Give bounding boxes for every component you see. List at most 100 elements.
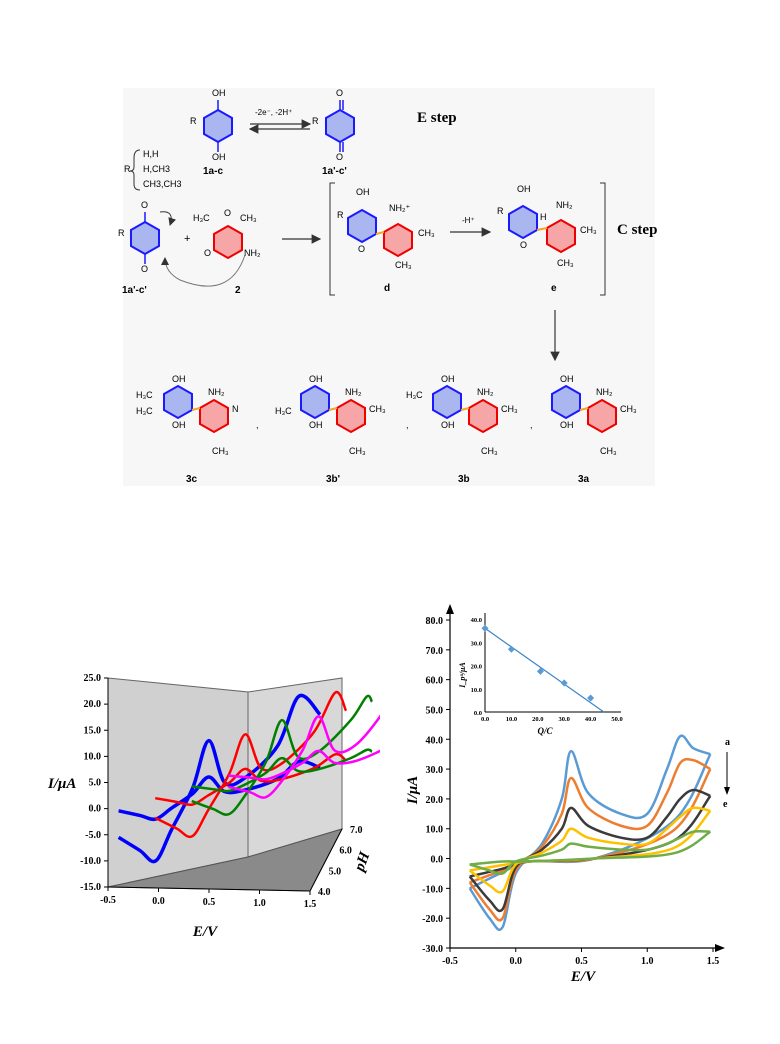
- product-3c: [163, 384, 229, 434]
- atom-r: R: [312, 116, 319, 126]
- compound-label-1ac-prime: 1a'-c': [322, 166, 347, 177]
- chart-3d-cv: 25.0 20.0 15.0 10.0 5.0 0.0 -5.0 -10.0 -15.0 -0.5…: [47, 673, 380, 940]
- x-tick-label: -0.5: [100, 895, 116, 906]
- atom-r: R: [497, 206, 504, 216]
- y-tick-label: 70.0: [426, 646, 444, 657]
- atom-n: N: [232, 404, 239, 414]
- atom-oh: OH: [309, 374, 323, 384]
- inset-data-point: [481, 624, 489, 632]
- atom-h3c: H₃C: [406, 390, 423, 400]
- y-axis-arrow: [446, 604, 454, 614]
- atom-nh2: NH₂: [208, 387, 225, 397]
- y-tick-label: 80.0: [426, 616, 444, 627]
- atom-ch3: CH₃: [240, 213, 257, 223]
- atom-o: O: [336, 152, 344, 162]
- inset-x-axis-label: Q/C: [537, 726, 553, 736]
- curve-label-e: e: [723, 799, 728, 810]
- cv-scan-forward: [469, 830, 711, 876]
- inset-x-tick-label: 10.0: [506, 716, 517, 723]
- y-tick-label: 50.0: [426, 705, 444, 716]
- x-axis-label: E/V: [570, 969, 597, 985]
- y-tick-label: -5.0: [85, 830, 101, 841]
- inset-y-axis-label: I_pᵃ/μA: [458, 662, 467, 689]
- atom-ch3: CH₃: [557, 258, 574, 268]
- atom-oh: OH: [172, 420, 186, 430]
- atom-oh: OH: [356, 187, 370, 197]
- uracil-ring-2: [213, 224, 243, 260]
- y-tick-label: -20.0: [422, 914, 443, 925]
- z-tick-label: 6.0: [339, 846, 352, 857]
- cv-curve-return-ph-5: [154, 752, 347, 807]
- compound-label-3b: 3b: [458, 474, 470, 485]
- x-tick-label: 0.5: [575, 956, 588, 967]
- atom-nh2: NH₂: [345, 387, 362, 397]
- y-tick-label: 0.0: [431, 855, 444, 866]
- inset-x-tick-label: 40.0: [585, 716, 596, 723]
- z-tick-label: 5.0: [329, 866, 342, 877]
- compound-label-1ac: 1a-c: [203, 166, 224, 177]
- plus-sign: +: [184, 233, 191, 245]
- atom-oh: OH: [309, 420, 323, 430]
- y-tick-label: 20.0: [84, 699, 102, 710]
- z-axis: [309, 828, 343, 892]
- atom-h3c: H₃C: [275, 406, 292, 416]
- scheme-drawing: [129, 100, 617, 434]
- cv-scan-forward: [468, 788, 711, 913]
- compound-label-3a: 3a: [578, 474, 590, 485]
- e-step-arrow-label: -2e⁻, -2H⁺: [255, 108, 293, 117]
- atom-oh: OH: [212, 88, 226, 98]
- inset-data-point: [560, 679, 568, 687]
- atom-ch3: CH₃: [620, 404, 637, 414]
- x-tick-label: 0.5: [203, 897, 216, 908]
- inset-x-tick-label: 50.0: [611, 716, 622, 723]
- r-group-2: H,CH3: [143, 164, 171, 174]
- quinone-ring-mid: [130, 212, 160, 264]
- inset-y-tick-label: 20.0: [471, 664, 482, 671]
- atom-oh: OH: [212, 152, 226, 162]
- cv-scan-forward: [468, 757, 711, 922]
- atom-ch3: CH₃: [212, 446, 229, 456]
- atom-nh2: NH₂: [244, 248, 261, 258]
- atom-r: R: [337, 210, 344, 220]
- cv-curve-return-ph-7: [228, 749, 380, 781]
- atom-r: R: [190, 116, 197, 126]
- r-group-3: CH3,CH3: [143, 179, 182, 189]
- c-step-label: C step: [617, 222, 658, 238]
- x-tick-label: 1.0: [641, 956, 654, 967]
- atom-ch3: CH₃: [369, 404, 386, 414]
- compound-label-1ac-prime-2: 1a'-c': [122, 285, 147, 296]
- x-axis-arrow: [715, 944, 725, 952]
- intermediate-e: [508, 204, 576, 254]
- y-tick-label: 30.0: [426, 765, 444, 776]
- cv-scan-forward: [468, 734, 711, 932]
- inset-data-point: [536, 667, 544, 675]
- atom-nh2: NH₂: [556, 200, 573, 210]
- r-group-1: H,H: [143, 149, 159, 159]
- chart-cv-scans: 80.0 70.0 60.0 50.0 40.0 30.0 20.0 10.0 0.0 -10.0…: [405, 604, 730, 985]
- product-3b-prime: [300, 384, 366, 434]
- y-tick-label: 20.0: [426, 795, 444, 806]
- y-tick-label: 10.0: [426, 825, 444, 836]
- y-tick-label: -15.0: [80, 882, 101, 893]
- curve-label-a: a: [725, 737, 730, 748]
- atom-oh: OH: [560, 420, 574, 430]
- x-tick-label: 1.5: [707, 956, 720, 967]
- atom-ch3: CH₃: [481, 446, 498, 456]
- y-tick-label: 5.0: [89, 778, 102, 789]
- x-tick-label: 1.0: [253, 898, 266, 909]
- intermediate-d: [347, 208, 413, 258]
- compound-label-2: 2: [235, 285, 241, 296]
- r-group-prefix: R: [124, 164, 131, 174]
- hydroquinone-ring-1ac: [203, 100, 233, 152]
- atom-ch3: CH₃: [600, 446, 617, 456]
- y-tick-label: -10.0: [80, 856, 101, 867]
- x-tick-label: -0.5: [442, 956, 458, 967]
- z-tick-label: 4.0: [318, 887, 331, 898]
- cv-curve-ph-6: [191, 694, 374, 816]
- product-3a: [551, 384, 617, 434]
- e-step-label: E step: [417, 110, 457, 126]
- atom-o: O: [224, 208, 232, 218]
- atom-o: O: [336, 88, 344, 98]
- inset-fit-line: [484, 627, 605, 713]
- quinone-ring-1ac-prime: [325, 100, 355, 152]
